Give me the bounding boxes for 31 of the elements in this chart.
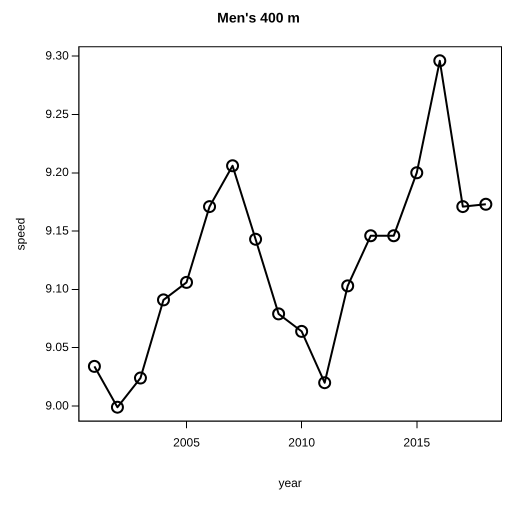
x-tick-label: 2015 [403,436,430,450]
point [249,232,262,246]
point [410,166,424,180]
point [134,372,147,385]
y-tick-label: 9.25 [45,106,70,121]
y-tick-label: 9.15 [45,223,70,238]
x-tick-label: 2010 [288,436,316,450]
point [295,324,308,338]
point [456,200,470,214]
y-tick-label: 9.20 [45,165,70,180]
point [272,307,286,320]
y-tick-label: 9.30 [45,48,70,62]
point [156,293,170,306]
point [203,200,216,214]
point [341,279,354,292]
y-tick-label: 9.10 [45,282,70,296]
point [387,229,400,242]
x-axis-title: year [278,476,302,490]
x-tick-label: 2005 [173,436,200,450]
point [180,276,194,289]
point [479,198,492,211]
chart-title: Men's 400 m [217,9,300,26]
point [226,159,240,172]
y-axis-title: speed [14,218,28,250]
y-tick-label: 9.05 [45,340,70,354]
point [110,400,124,414]
point [433,54,446,68]
point [88,360,101,373]
point [318,376,332,390]
y-tick-label: 9.00 [45,398,70,412]
point [364,229,378,242]
